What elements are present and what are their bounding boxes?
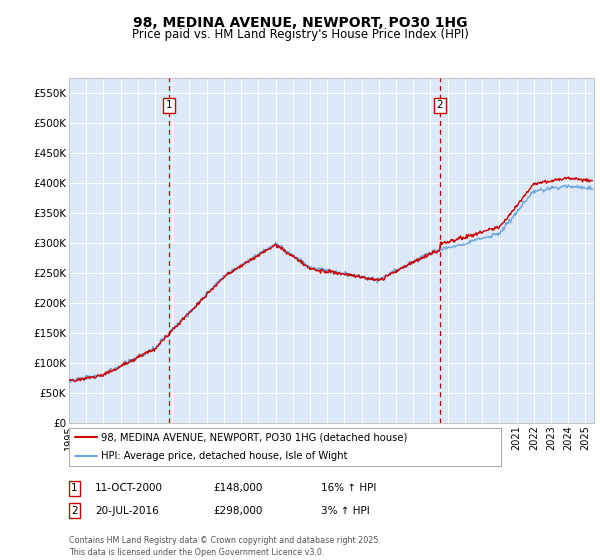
Text: 3% ↑ HPI: 3% ↑ HPI bbox=[321, 506, 370, 516]
Text: 1: 1 bbox=[71, 483, 77, 493]
Text: 1: 1 bbox=[166, 100, 172, 110]
Text: 16% ↑ HPI: 16% ↑ HPI bbox=[321, 483, 376, 493]
Text: 11-OCT-2000: 11-OCT-2000 bbox=[95, 483, 163, 493]
Text: Price paid vs. HM Land Registry's House Price Index (HPI): Price paid vs. HM Land Registry's House … bbox=[131, 28, 469, 41]
Text: HPI: Average price, detached house, Isle of Wight: HPI: Average price, detached house, Isle… bbox=[101, 451, 348, 461]
Text: 98, MEDINA AVENUE, NEWPORT, PO30 1HG (detached house): 98, MEDINA AVENUE, NEWPORT, PO30 1HG (de… bbox=[101, 432, 408, 442]
Text: 2: 2 bbox=[71, 506, 77, 516]
Text: 98, MEDINA AVENUE, NEWPORT, PO30 1HG: 98, MEDINA AVENUE, NEWPORT, PO30 1HG bbox=[133, 16, 467, 30]
Text: 20-JUL-2016: 20-JUL-2016 bbox=[95, 506, 158, 516]
Text: £148,000: £148,000 bbox=[213, 483, 262, 493]
Text: £298,000: £298,000 bbox=[213, 506, 262, 516]
Text: 2: 2 bbox=[437, 100, 443, 110]
Text: Contains HM Land Registry data © Crown copyright and database right 2025.
This d: Contains HM Land Registry data © Crown c… bbox=[69, 536, 381, 557]
